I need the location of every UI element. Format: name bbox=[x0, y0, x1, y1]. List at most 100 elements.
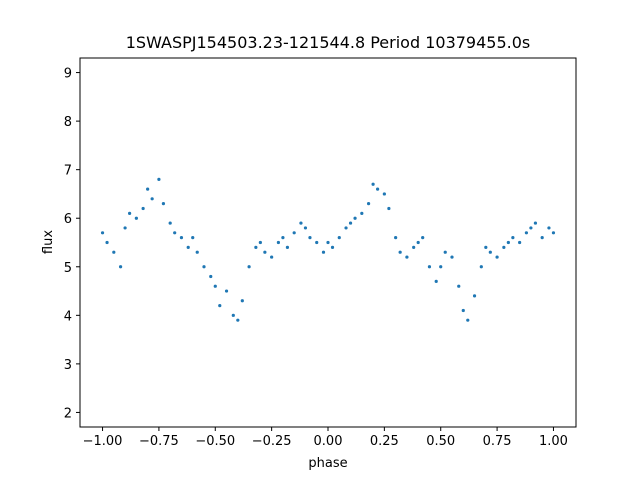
data-point bbox=[308, 236, 312, 240]
data-point bbox=[236, 318, 240, 322]
y-tick-label: 5 bbox=[64, 261, 72, 276]
data-point bbox=[224, 289, 229, 293]
y-tick-label: 2 bbox=[64, 406, 72, 421]
data-point bbox=[506, 240, 510, 245]
x-tick-label: 0.00 bbox=[314, 434, 343, 449]
data-point bbox=[502, 245, 506, 249]
data-point bbox=[118, 265, 123, 269]
data-point bbox=[186, 245, 190, 249]
data-point bbox=[511, 236, 515, 240]
data-point bbox=[134, 216, 138, 220]
data-point bbox=[270, 255, 274, 259]
data-point bbox=[376, 187, 380, 191]
data-point bbox=[427, 265, 432, 269]
data-point bbox=[146, 187, 150, 191]
data-point bbox=[529, 226, 533, 230]
data-point bbox=[321, 250, 326, 254]
data-point bbox=[479, 265, 483, 269]
data-point bbox=[387, 206, 391, 211]
data-point bbox=[161, 202, 166, 206]
data-point bbox=[416, 240, 420, 245]
data-point bbox=[150, 197, 154, 201]
data-point bbox=[112, 250, 116, 254]
data-point bbox=[443, 250, 447, 254]
data-point bbox=[551, 231, 556, 235]
data-point bbox=[450, 255, 454, 259]
chart-title: 1SWASPJ154503.23-121544.8 Period 1037945… bbox=[126, 33, 531, 52]
y-tick-label: 3 bbox=[64, 358, 72, 373]
data-point bbox=[547, 226, 551, 230]
data-point bbox=[231, 313, 235, 317]
data-point bbox=[100, 231, 105, 235]
data-point bbox=[213, 284, 217, 288]
x-tick-label: −0.50 bbox=[195, 434, 235, 449]
data-point bbox=[382, 192, 386, 196]
x-axis-label: phase bbox=[308, 456, 347, 471]
data-point bbox=[484, 245, 488, 249]
data-point bbox=[360, 211, 364, 215]
data-point bbox=[366, 202, 371, 206]
x-tick-label: 1.00 bbox=[539, 434, 568, 449]
data-points bbox=[100, 177, 556, 322]
data-point bbox=[254, 245, 258, 249]
data-point bbox=[348, 221, 353, 225]
y-tick-label: 4 bbox=[64, 309, 72, 324]
data-point bbox=[326, 240, 330, 245]
x-tick-label: 0.50 bbox=[426, 434, 455, 449]
x-tick-label: 0.25 bbox=[370, 434, 399, 449]
y-tick-label: 9 bbox=[64, 67, 72, 82]
y-axis: 2 3 4 5 6 7 8 9 bbox=[64, 67, 80, 421]
data-point bbox=[540, 236, 544, 240]
y-tick-label: 7 bbox=[64, 164, 72, 179]
data-point bbox=[518, 240, 522, 245]
y-tick-label: 6 bbox=[64, 212, 72, 227]
data-point bbox=[123, 226, 127, 230]
x-tick-label: −1.00 bbox=[83, 434, 123, 449]
data-point bbox=[466, 318, 470, 322]
x-axis: −1.00 −0.75 −0.50 −0.25 0.00 0.25 0.50 0.75 1.00 bbox=[83, 427, 568, 449]
data-point bbox=[240, 299, 244, 303]
data-point bbox=[461, 308, 465, 313]
data-point bbox=[263, 250, 267, 254]
data-point bbox=[209, 274, 213, 279]
data-point bbox=[398, 250, 402, 254]
data-point bbox=[371, 182, 375, 186]
data-point bbox=[285, 245, 290, 249]
data-point bbox=[488, 250, 492, 254]
data-point bbox=[412, 245, 416, 249]
data-point bbox=[337, 236, 341, 240]
x-tick-label: −0.25 bbox=[252, 434, 292, 449]
data-point bbox=[281, 236, 285, 240]
data-point bbox=[330, 245, 335, 249]
data-point bbox=[157, 177, 161, 181]
data-point bbox=[292, 231, 296, 235]
data-point bbox=[457, 284, 461, 288]
x-tick-label: 0.75 bbox=[483, 434, 512, 449]
data-point bbox=[303, 226, 308, 230]
data-point bbox=[495, 255, 499, 259]
data-point bbox=[195, 250, 199, 254]
data-point bbox=[533, 221, 538, 225]
data-point bbox=[394, 236, 398, 240]
data-point bbox=[299, 221, 303, 225]
x-tick-label: −0.75 bbox=[139, 434, 179, 449]
data-point bbox=[247, 265, 251, 269]
data-point bbox=[439, 265, 443, 269]
data-point bbox=[128, 211, 132, 215]
data-point bbox=[105, 240, 109, 245]
data-point bbox=[179, 236, 184, 240]
data-point bbox=[405, 255, 409, 259]
data-point bbox=[168, 221, 172, 225]
data-point bbox=[344, 226, 348, 230]
y-tick-label: 8 bbox=[64, 115, 72, 130]
data-point bbox=[276, 240, 280, 245]
data-point bbox=[421, 236, 425, 240]
data-point bbox=[218, 304, 222, 308]
data-point bbox=[315, 240, 319, 245]
data-point bbox=[173, 231, 177, 235]
data-point bbox=[353, 216, 357, 220]
data-point bbox=[141, 206, 145, 211]
data-point bbox=[202, 265, 206, 269]
data-point bbox=[434, 279, 438, 283]
